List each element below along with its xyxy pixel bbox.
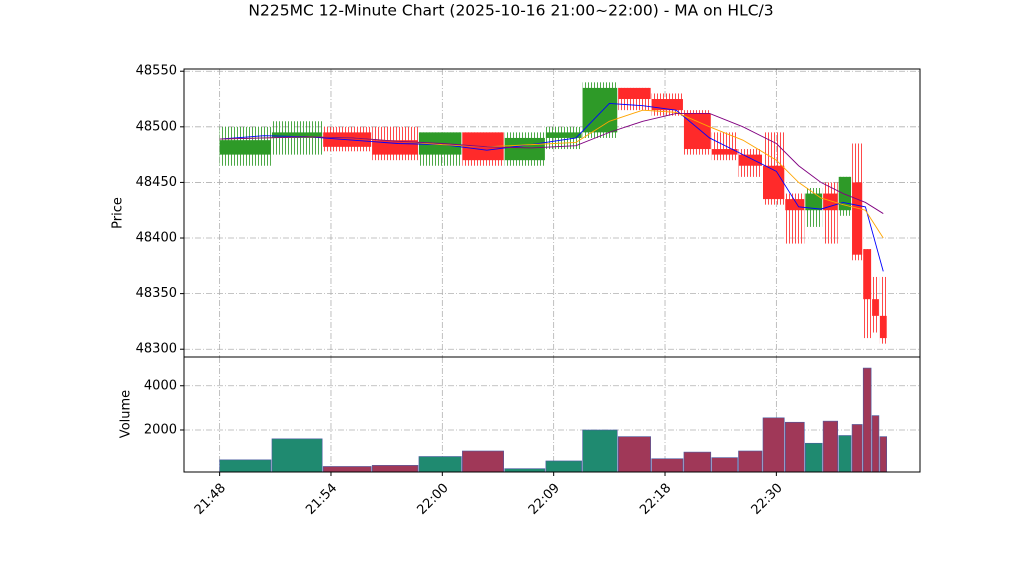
candle-body <box>838 176 852 211</box>
volume-bar <box>784 421 805 473</box>
wick <box>823 182 838 244</box>
volume-bar <box>651 458 684 473</box>
candle-body <box>785 199 805 211</box>
volume-bar <box>738 450 763 473</box>
volume-bar <box>322 466 372 473</box>
candle-body <box>872 299 879 316</box>
volume-bar <box>805 442 823 473</box>
volume-bar <box>862 367 872 473</box>
x-tick-label: 22:30 <box>749 481 786 518</box>
volume-frame <box>183 356 921 473</box>
candle-body <box>219 140 271 155</box>
volume-bar <box>838 435 852 473</box>
x-tick-label: 22:18 <box>637 481 674 518</box>
candle-body <box>711 149 738 155</box>
volume-bar <box>418 456 462 473</box>
volume-bar <box>462 450 504 473</box>
volume-bar <box>822 420 839 473</box>
volume-bar <box>762 417 785 473</box>
moving-average-line <box>219 103 884 272</box>
candle-body <box>763 165 785 200</box>
volume-bar <box>711 457 738 473</box>
x-tick-label: 21:48 <box>192 481 229 518</box>
volume-bar <box>271 438 323 473</box>
wick <box>711 132 738 161</box>
volume-bar <box>545 460 582 473</box>
volume-bar <box>879 436 888 473</box>
y-tick-label: 48350 <box>136 286 177 301</box>
candle-body <box>879 315 887 339</box>
chart-title: N225MC 12-Minute Chart (2025-10-16 21:00… <box>248 2 773 20</box>
x-tick-label: 22:09 <box>526 481 563 518</box>
candle-body <box>852 182 863 255</box>
volume-bar <box>851 424 863 473</box>
candle-body <box>823 193 838 211</box>
moving-average-line <box>219 113 884 214</box>
y-tick-label: 48450 <box>136 175 177 190</box>
candle-body <box>738 154 763 166</box>
candle-body <box>805 193 823 211</box>
volume-bar <box>582 429 618 473</box>
y-tick-label: 48300 <box>136 342 177 357</box>
y-tick-label: 48550 <box>136 64 177 79</box>
volume-axis-label: Volume <box>119 390 134 438</box>
candle-body <box>545 132 582 138</box>
volume-bar <box>371 465 419 473</box>
x-tick-label: 22:00 <box>415 481 452 518</box>
volume-bar <box>219 459 272 473</box>
candle-body <box>504 137 545 161</box>
volume-bar <box>683 451 712 473</box>
y-axis-label: Price <box>111 197 126 229</box>
candle-body <box>863 249 872 300</box>
volume-bar <box>871 415 880 473</box>
y-tick-label: 48500 <box>136 119 177 134</box>
volume-bar <box>617 436 651 473</box>
candle-body <box>618 87 651 100</box>
y-tick-label: 2000 <box>144 422 177 437</box>
y-tick-label: 48400 <box>136 231 177 246</box>
candle-body <box>651 99 683 111</box>
candle-body <box>683 113 711 150</box>
x-tick-label: 21:54 <box>303 481 340 518</box>
candle-body <box>271 132 323 138</box>
y-tick-label: 4000 <box>144 378 177 393</box>
wick <box>879 276 887 344</box>
